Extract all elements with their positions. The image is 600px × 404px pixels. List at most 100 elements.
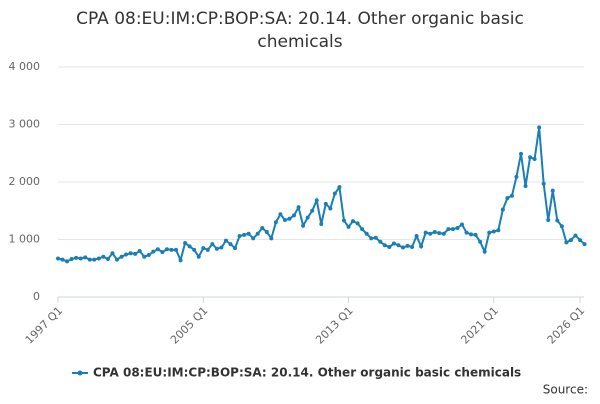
point (124, 252, 129, 257)
point (60, 257, 65, 262)
point (92, 257, 97, 262)
point (437, 231, 442, 236)
x-tick-label: 2005 Q1 (168, 304, 211, 347)
point (500, 207, 505, 212)
y-tick-label: 2 000 (9, 175, 41, 188)
point (169, 247, 174, 252)
point (101, 254, 106, 259)
point (578, 238, 582, 243)
point (260, 226, 265, 230)
point (559, 224, 564, 229)
point (151, 249, 156, 254)
point (196, 254, 201, 259)
legend-marker (77, 370, 83, 376)
point (509, 193, 514, 198)
point (455, 226, 460, 230)
point (319, 221, 324, 226)
point (219, 245, 224, 250)
line (57, 127, 586, 264)
point (287, 216, 292, 221)
point (405, 243, 410, 248)
point (83, 255, 88, 260)
point (369, 236, 374, 241)
point (482, 249, 487, 254)
y-tick-label: 1 000 (9, 233, 41, 246)
point (441, 231, 446, 236)
point (541, 181, 546, 186)
point (214, 246, 219, 251)
x-tick-label: 1997 Q1 (23, 304, 66, 347)
point (74, 255, 79, 260)
point (360, 227, 365, 232)
point (491, 229, 496, 234)
source: Source: (543, 383, 588, 397)
point (582, 242, 587, 247)
point (56, 256, 60, 261)
point (555, 218, 560, 223)
x-tick-label: 2013 Q1 (313, 304, 356, 347)
point (469, 232, 474, 237)
point (459, 222, 464, 227)
point (78, 256, 83, 261)
point (328, 206, 333, 211)
point (450, 227, 455, 232)
point (382, 243, 387, 248)
point (155, 247, 160, 252)
point (432, 230, 437, 235)
point (332, 191, 337, 196)
point (410, 244, 415, 249)
point (110, 251, 115, 256)
point (478, 239, 483, 244)
point (205, 247, 210, 252)
point (201, 246, 206, 251)
legend-label: CPA 08:EU:IM:CP:BOP:SA: 20.14. Other org… (93, 366, 521, 380)
point (487, 230, 492, 235)
point (133, 251, 138, 256)
point (391, 241, 396, 246)
point (528, 155, 533, 160)
point (464, 230, 469, 235)
point (314, 198, 319, 203)
point (505, 196, 510, 201)
point (364, 231, 369, 236)
point (351, 219, 356, 224)
point (128, 251, 133, 256)
chart-title: CPA 08:EU:IM:CP:BOP:SA: 20.14. Other org… (76, 9, 524, 52)
point (187, 244, 192, 249)
point (550, 188, 555, 193)
point (273, 220, 278, 225)
point (223, 238, 228, 243)
point (296, 205, 301, 210)
point (419, 244, 424, 249)
point (423, 230, 428, 235)
point (233, 246, 238, 251)
point (414, 234, 419, 239)
point (192, 247, 197, 252)
point (264, 230, 269, 235)
point (251, 236, 256, 241)
point (137, 249, 142, 253)
point (400, 245, 405, 250)
point (518, 151, 523, 156)
point (568, 238, 573, 243)
point (146, 253, 151, 258)
point (183, 240, 188, 245)
y-tick-label: 0 (33, 290, 40, 303)
point (119, 254, 124, 259)
point (373, 235, 378, 240)
point (305, 215, 310, 220)
point (346, 224, 351, 229)
point (564, 240, 569, 245)
point (210, 242, 215, 247)
point (237, 234, 242, 239)
point (292, 213, 297, 218)
x-tick-label: 2026 Q1 (545, 304, 588, 347)
point (532, 157, 537, 161)
point (228, 242, 233, 247)
point (87, 257, 92, 262)
point (160, 250, 165, 255)
point (473, 232, 478, 237)
point (301, 223, 306, 228)
point (514, 174, 519, 179)
